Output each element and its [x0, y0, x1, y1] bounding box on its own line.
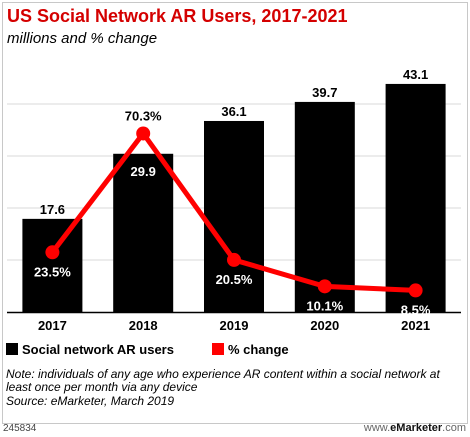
chart-title: US Social Network AR Users, 2017-2021 [7, 6, 348, 26]
change-line [45, 126, 423, 298]
x-tick-2020: 2020 [310, 318, 339, 333]
legend-label-line: % change [227, 341, 289, 357]
legend-label-bars: Social network AR users [22, 341, 174, 357]
bar-2019 [204, 120, 264, 313]
change-label-2020: 10.1% [306, 298, 343, 313]
x-tick-2021: 2021 [401, 318, 430, 333]
change-label-2021: 8.5% [401, 302, 431, 317]
bar-label-2021: 43.1 [403, 67, 428, 82]
bars [7, 83, 461, 314]
bar-2017 [22, 218, 83, 312]
change-point-2018 [136, 126, 151, 141]
x-tick-2018: 2018 [129, 318, 158, 333]
chart-id: 245834 [3, 423, 37, 434]
bar-2020 [294, 101, 355, 312]
change-label-2018: 70.3% [125, 108, 162, 123]
bar-label-2018: 29.9 [131, 164, 156, 179]
change-point-2017 [45, 245, 60, 260]
chart-source: Source: eMarketer, March 2019 [6, 394, 175, 408]
chart-frame [2, 2, 468, 424]
x-tick-2019: 2019 [220, 318, 249, 333]
brand-link[interactable]: www.eMarketer.com [364, 422, 466, 434]
brand-prefix: www. [363, 422, 391, 434]
x-tick-2017: 2017 [38, 318, 67, 333]
chart-plot: 17.6 29.9 36.1 39.7 43.1 23.5% 70.3% 20.5% 10.1%… [7, 67, 461, 333]
chart-note: Note: individuals of any age who experie… [6, 367, 440, 394]
change-point-2021 [408, 283, 423, 298]
legend-swatch-bars [6, 343, 18, 355]
bar-2018 [113, 153, 174, 312]
change-label-2017: 23.5% [34, 264, 71, 279]
x-axis-ticks: 2017 2018 2019 2020 2021 [38, 318, 430, 333]
bar-label-2017: 17.6 [40, 202, 65, 217]
bar-label-2020: 39.7 [312, 85, 337, 100]
chart-subtitle: millions and % change [7, 30, 158, 47]
bar-label-2019: 36.1 [221, 104, 246, 119]
brand-suffix: .com [442, 422, 466, 434]
legend-swatch-line [211, 343, 224, 355]
legend-item-line: % change [211, 341, 289, 357]
bar-2021 [385, 83, 446, 312]
legend: Social network AR users % change [6, 341, 327, 357]
footer: 245834 www.eMarketer.com [0, 422, 470, 437]
change-point-2019 [227, 252, 241, 267]
brand-name: eMarketer [390, 422, 443, 434]
change-point-2020 [317, 279, 332, 294]
change-label-2019: 20.5% [216, 272, 253, 287]
legend-item-bars: Social network AR users [6, 342, 174, 357]
data-labels: 17.6 29.9 36.1 39.7 43.1 23.5% 70.3% 20.5% 10.1%… [34, 67, 431, 317]
